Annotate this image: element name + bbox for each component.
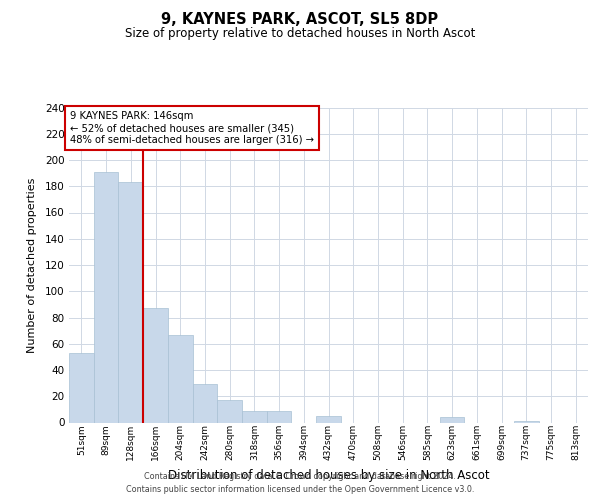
Bar (168, 334, 193, 422)
Bar (143, 308, 168, 422)
Text: 9, KAYNES PARK, ASCOT, SL5 8DP: 9, KAYNES PARK, ASCOT, SL5 8DP (161, 12, 439, 28)
Bar (316, 416, 341, 422)
Bar (94, 172, 118, 422)
Bar (217, 400, 242, 422)
Text: Contains public sector information licensed under the Open Government Licence v3: Contains public sector information licen… (126, 485, 474, 494)
Bar (514, 421, 539, 422)
Bar (69, 353, 94, 422)
Y-axis label: Number of detached properties: Number of detached properties (27, 178, 37, 352)
Text: Contains HM Land Registry data © Crown copyright and database right 2024.: Contains HM Land Registry data © Crown c… (144, 472, 456, 481)
X-axis label: Distribution of detached houses by size in North Ascot: Distribution of detached houses by size … (167, 468, 490, 481)
Bar (118, 182, 143, 422)
Bar (440, 417, 464, 422)
Bar (193, 384, 217, 422)
Text: Size of property relative to detached houses in North Ascot: Size of property relative to detached ho… (125, 28, 475, 40)
Bar (242, 410, 267, 422)
Text: 9 KAYNES PARK: 146sqm
← 52% of detached houses are smaller (345)
48% of semi-det: 9 KAYNES PARK: 146sqm ← 52% of detached … (70, 112, 314, 144)
Bar (267, 410, 292, 422)
